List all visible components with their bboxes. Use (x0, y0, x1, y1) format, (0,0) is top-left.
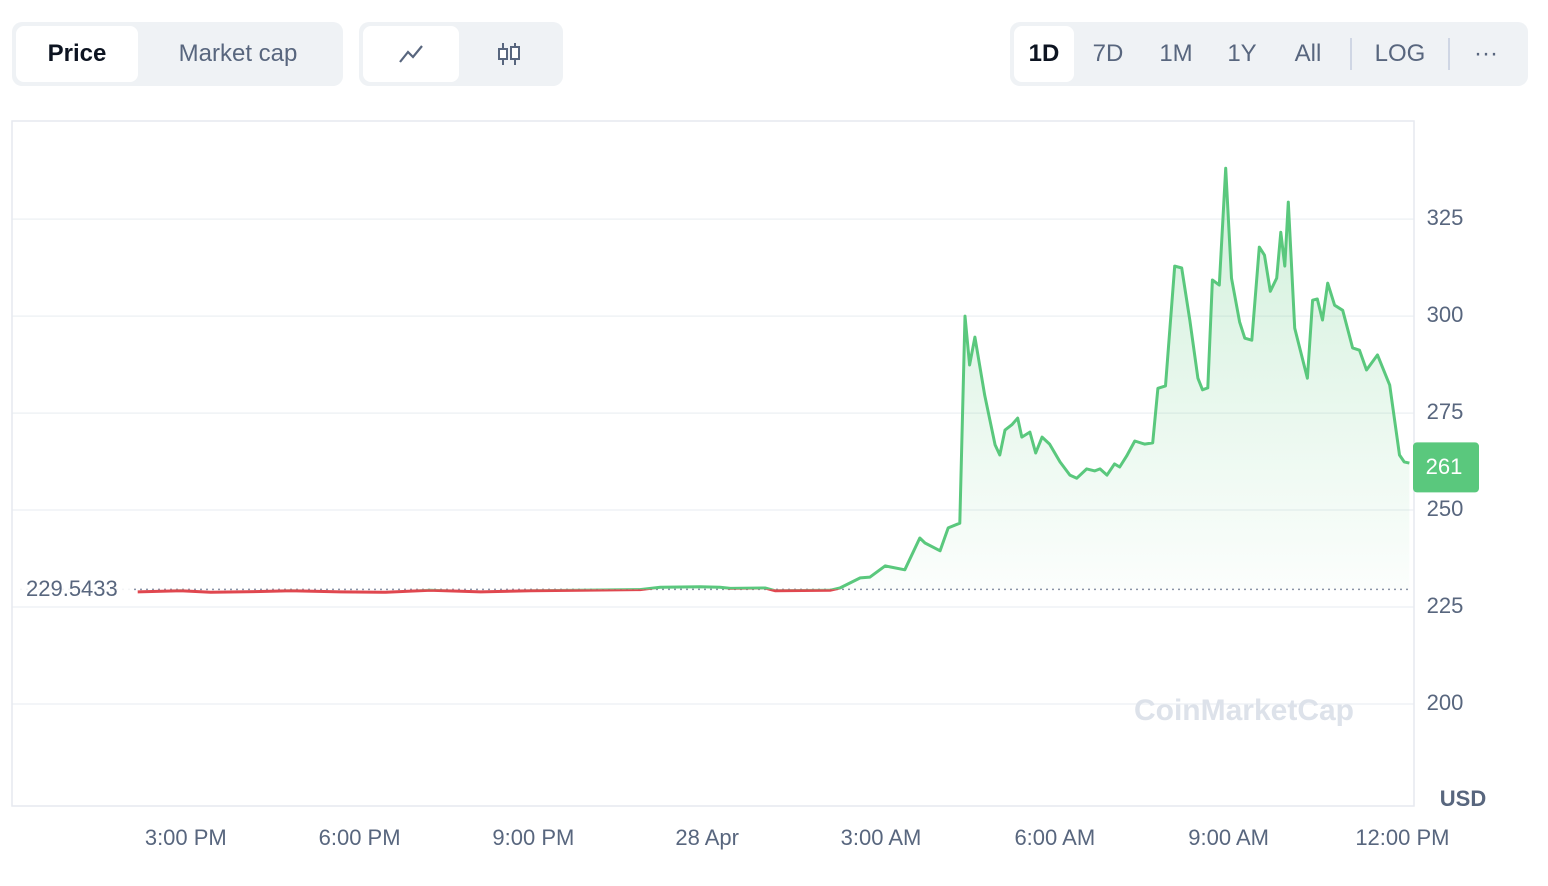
chart-type-tabs (359, 22, 563, 86)
range-1d[interactable]: 1D (1014, 26, 1074, 82)
candle-icon (498, 43, 520, 65)
last-price-label: 261 (1426, 454, 1463, 479)
separator (1350, 38, 1352, 70)
log-toggle[interactable]: LOG (1374, 40, 1426, 67)
plot-frame (11, 120, 1415, 807)
y-tick-label: 250 (1427, 496, 1464, 521)
y-tick-label: 325 (1427, 205, 1464, 230)
range-1y[interactable]: 1Y (1227, 40, 1257, 67)
currency-label: USD (1440, 786, 1486, 811)
line-icon (399, 45, 423, 63)
x-tick-label: 12:00 PM (1355, 825, 1449, 850)
range-all[interactable]: All (1294, 40, 1322, 67)
price-area (641, 168, 1410, 590)
tab-price[interactable]: Price (16, 26, 138, 82)
price-line-up (173, 166, 1410, 590)
range-tabs: 1D 7D 1M 1Y All LOG ··· (1010, 22, 1528, 86)
x-tick-label: 3:00 PM (145, 825, 227, 850)
x-tick-label: 9:00 AM (1188, 825, 1269, 850)
y-tick-label: 225 (1427, 593, 1464, 618)
y-tick-label: 300 (1427, 302, 1464, 327)
x-tick-label: 6:00 AM (1014, 825, 1095, 850)
reference-label-bg (16, 575, 134, 604)
y-tick-label: 275 (1427, 399, 1464, 424)
metric-tabs: Price Market cap (12, 22, 343, 86)
range-7d[interactable]: 7D (1092, 40, 1124, 67)
x-tick-label: 6:00 PM (319, 825, 401, 850)
more-button[interactable]: ··· (1474, 40, 1498, 67)
reference-label: 229.5433 (26, 576, 118, 601)
x-tick-label: 28 Apr (675, 825, 739, 850)
candle-chart-button[interactable] (459, 26, 559, 82)
watermark: CoinMarketCap (1134, 694, 1354, 727)
separator (1448, 38, 1450, 70)
x-tick-label: 3:00 AM (841, 825, 922, 850)
tab-market-cap[interactable]: Market cap (178, 40, 298, 67)
price-line-down (137, 589, 841, 594)
x-tick-label: 9:00 PM (492, 825, 574, 850)
range-1m[interactable]: 1M (1159, 40, 1193, 67)
y-tick-label: 200 (1427, 690, 1464, 715)
last-price-badge (1413, 442, 1479, 493)
line-chart-button[interactable] (363, 26, 459, 82)
